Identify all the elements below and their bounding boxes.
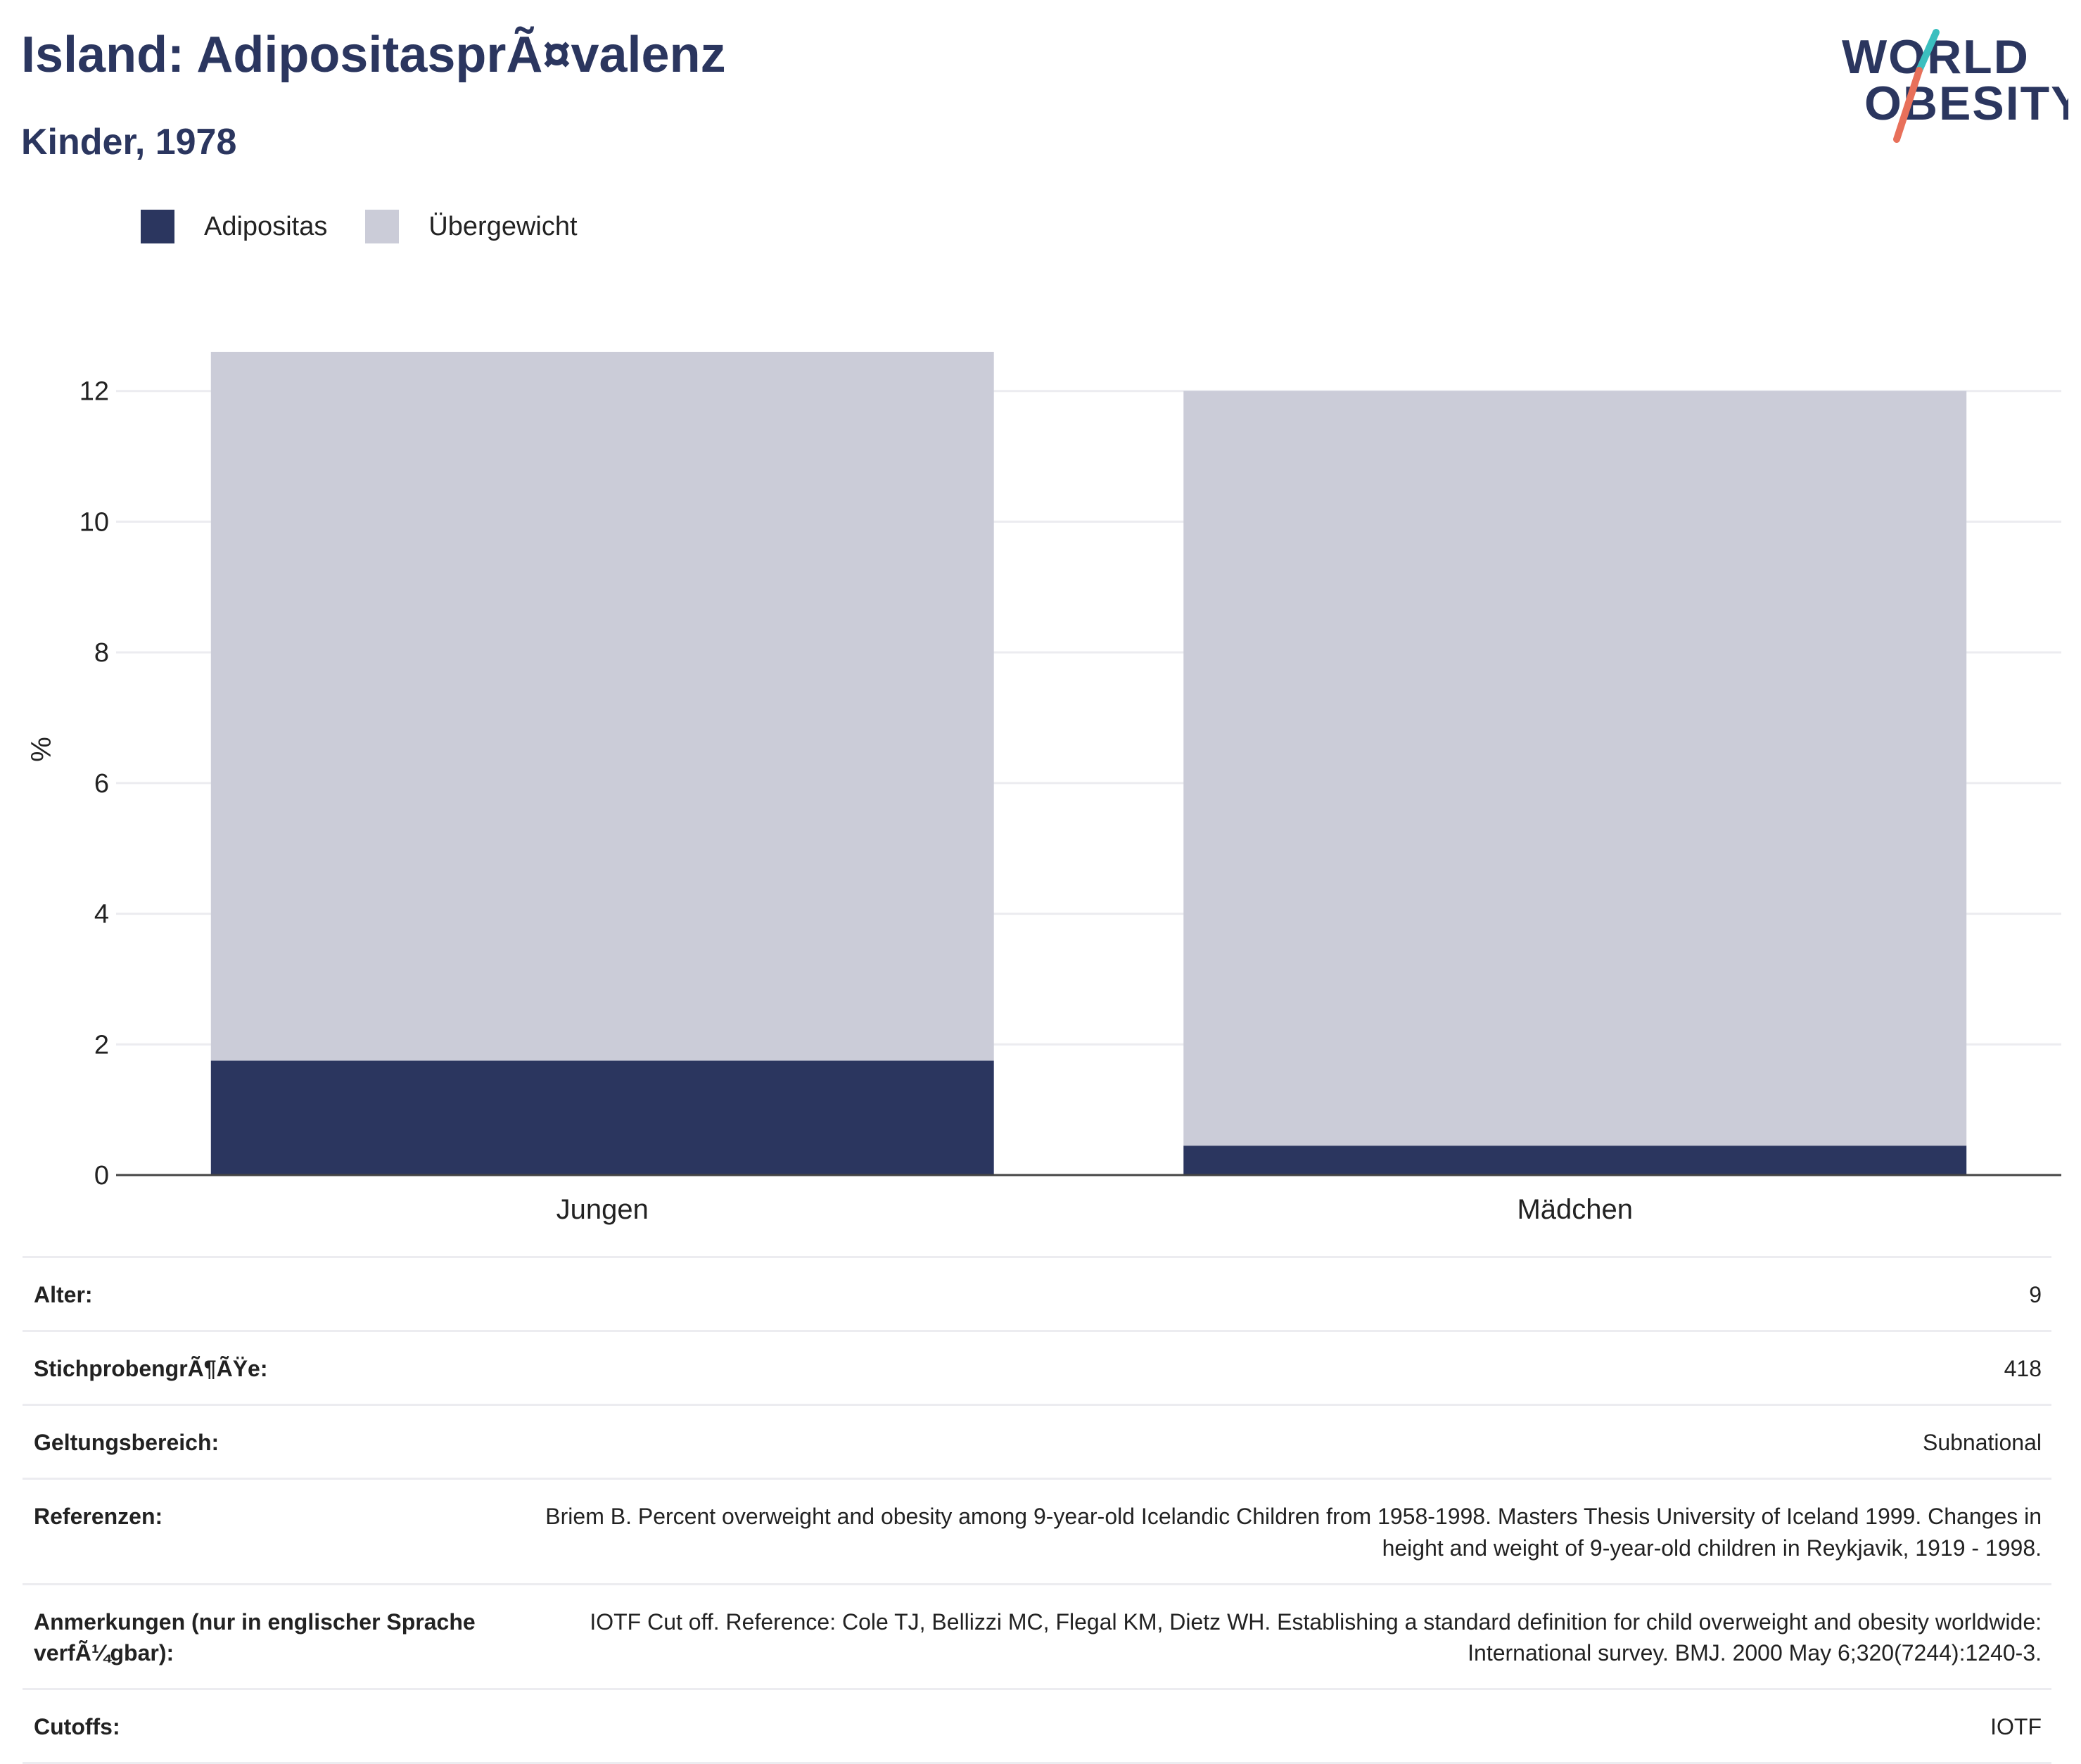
stacked-bar-chart: 0 2 4 6 8 10 12% Jungen Mädchen	[26, 352, 2061, 1225]
metadata-row: Geltungsbereich: Subnational	[23, 1404, 2051, 1479]
bar-jungen-adipositas	[210, 1060, 994, 1175]
bar-jungen-uebergewicht	[210, 352, 994, 1061]
metadata-value: Briem B. Percent overweight and obesity …	[526, 1478, 2051, 1585]
metadata-table: Alter: 9 StichprobengrÃ¶ÃŸe: 418 Geltungsber…	[23, 1255, 2051, 1764]
bar-mädchen-uebergewicht	[1183, 391, 1967, 1146]
logo-line2: OBESITY	[1864, 77, 2068, 130]
metadata-value: 9	[526, 1255, 2051, 1331]
bar-mädchen-adipositas	[1183, 1146, 1967, 1175]
logo-slash-bottom	[1893, 67, 1923, 143]
metadata-key: Cutoffs:	[23, 1688, 526, 1764]
x-tick-label-0: Jungen	[556, 1194, 649, 1225]
metadata-key: Anmerkungen (nur in englischer Sprache v…	[23, 1582, 526, 1689]
y-tick-label-10: 10	[79, 507, 109, 537]
y-tick-label-6: 6	[94, 769, 109, 799]
metadata-row: StichprobengrÃ¶ÃŸe: 418	[23, 1330, 2051, 1405]
y-tick-label-4: 4	[94, 900, 109, 929]
metadata-key: Alter:	[23, 1255, 526, 1331]
metadata-row: Cutoffs: IOTF	[23, 1688, 2051, 1764]
metadata-value: Subnational	[526, 1404, 2051, 1479]
metadata-value: 418	[526, 1330, 2051, 1405]
legend-swatch-uebergewicht	[365, 210, 400, 243]
world-obesity-logo: WORLD OBESITY	[1842, 29, 2068, 143]
metadata-row: Alter: 9	[23, 1255, 2051, 1331]
metadata-value: IOTF Cut off. Reference: Cole TJ, Belliz…	[526, 1582, 2051, 1689]
x-tick-label-1: Mädchen	[1517, 1194, 1633, 1225]
legend-label-uebergewicht: Übergewicht	[428, 211, 578, 241]
metadata-row: Referenzen: Briem B. Percent overweight a…	[23, 1478, 2051, 1585]
y-tick-label-12: 12	[79, 377, 109, 407]
metadata-value: IOTF	[526, 1688, 2051, 1764]
y-tick-label-8: 8	[94, 638, 109, 668]
legend-swatch-adipositas	[141, 210, 174, 243]
metadata-key: Geltungsbereich:	[23, 1404, 526, 1479]
legend-item-adipositas[interactable]: Adipositas	[141, 210, 327, 243]
logo-slash-top	[1916, 29, 1940, 74]
chart-title: Island: AdipositasprÃ¤valenz	[21, 27, 726, 83]
metadata-row: Anmerkungen (nur in englischer Sprache v…	[23, 1582, 2051, 1689]
y-tick-label-2: 2	[94, 1030, 109, 1060]
y-tick-label-0: 0	[94, 1161, 109, 1191]
metadata-key: StichprobengrÃ¶ÃŸe:	[23, 1330, 526, 1405]
chart-legend: Adipositas Übergewicht	[141, 210, 616, 243]
chart-subtitle: Kinder, 1978	[21, 122, 237, 163]
metadata-key: Referenzen:	[23, 1478, 526, 1585]
legend-label-adipositas: Adipositas	[204, 211, 328, 241]
y-axis-label: %	[26, 737, 57, 762]
legend-item-uebergewicht[interactable]: Übergewicht	[365, 210, 578, 243]
